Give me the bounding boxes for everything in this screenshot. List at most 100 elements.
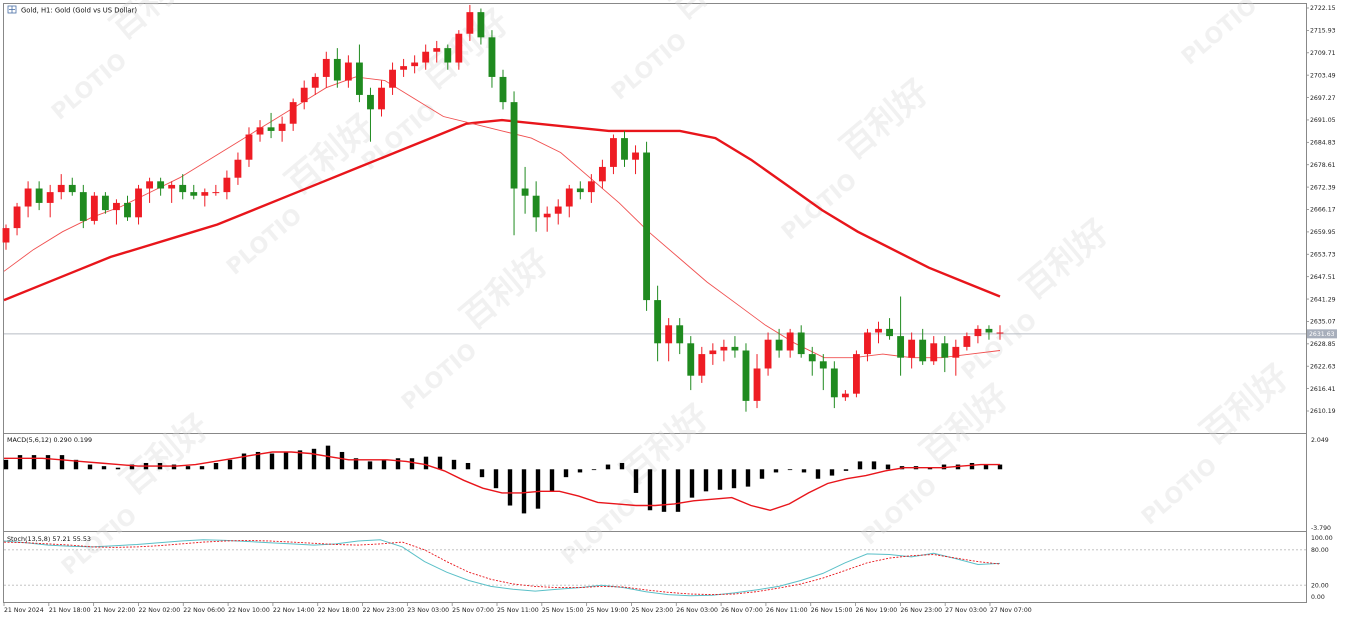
candle-body — [322, 58, 330, 77]
macd-pane: MACD(5,6,12) 0.290 0.199 2.049 -3.790 — [3, 436, 1331, 532]
candle — [521, 166, 529, 214]
candle — [101, 192, 109, 214]
price-tick-label: 2647.51 — [1310, 274, 1336, 281]
candle — [808, 346, 816, 376]
price-tick-label: 2610.19 — [1310, 408, 1336, 415]
candle-body — [466, 12, 474, 34]
candle-body — [234, 159, 242, 178]
candle-body — [13, 206, 21, 229]
candle — [963, 332, 971, 351]
price-tick-label: 2659.95 — [1310, 229, 1336, 236]
macd-bar — [997, 464, 1003, 470]
macd-bar — [885, 464, 891, 470]
price-axis: 2722.15 2715.93 2709.71 2703.49 2697.27 2691.… — [1306, 5, 1336, 415]
candle-body — [521, 188, 529, 196]
candle — [952, 339, 960, 376]
macd-bar — [843, 469, 849, 471]
candle — [146, 177, 154, 203]
candle-body — [554, 206, 562, 214]
candle — [841, 390, 849, 401]
macd-bar — [801, 469, 807, 473]
candle — [996, 325, 1004, 340]
candle — [322, 51, 330, 88]
candle-body — [433, 48, 441, 52]
macd-bar — [129, 464, 135, 470]
candle — [698, 346, 706, 383]
candle — [985, 325, 993, 340]
candle-body — [753, 368, 761, 401]
macd-bar — [227, 459, 233, 470]
candle-body — [411, 62, 419, 67]
candle-body — [24, 188, 32, 207]
candle-body — [698, 354, 706, 376]
time-tick-label: 26 Nov 03:00 — [676, 607, 718, 614]
macd-bar — [577, 469, 583, 473]
time-tick-label: 25 Nov 11:00 — [497, 607, 539, 614]
candle — [941, 336, 949, 373]
macd-bar — [325, 445, 331, 470]
macd-bar — [787, 469, 793, 471]
macd-bar — [927, 467, 933, 470]
macd-bar — [339, 451, 345, 470]
candle — [179, 174, 187, 200]
macd-bar — [745, 469, 751, 487]
candle — [245, 127, 253, 167]
macd-bar — [395, 458, 401, 470]
candle-body — [797, 332, 805, 355]
price-tick-label: 2722.15 — [1310, 5, 1336, 12]
candle-body — [908, 339, 916, 358]
time-tick-label: 22 Nov 02:00 — [138, 607, 180, 614]
candle-body — [985, 328, 993, 333]
macd-bar — [283, 451, 289, 470]
candle — [300, 80, 308, 110]
candle — [598, 159, 606, 189]
candle-body — [819, 361, 827, 369]
candle-body — [643, 152, 651, 301]
candle-body — [201, 192, 209, 196]
candle — [643, 141, 651, 311]
candle-body — [245, 134, 253, 160]
price-tick-label: 2622.63 — [1310, 363, 1336, 370]
price-tick-label: 2678.61 — [1310, 162, 1336, 169]
candle-body — [775, 339, 783, 351]
macd-bar — [703, 469, 709, 492]
time-tick-label: 25 Nov 19:00 — [587, 607, 629, 614]
candle — [753, 354, 761, 409]
macd-bar — [17, 455, 23, 470]
candle-body — [830, 368, 838, 398]
stoch-signal-line — [3, 539, 1001, 596]
candle — [532, 181, 540, 232]
macd-bar — [269, 453, 275, 470]
candle-body — [400, 66, 408, 70]
macd-bar — [619, 462, 625, 470]
candle-body — [742, 350, 750, 401]
candle — [201, 188, 209, 207]
candle — [79, 184, 87, 229]
stoch-main-line — [3, 539, 1001, 597]
macd-bar — [185, 466, 191, 470]
price-tick-label: 2691.05 — [1310, 117, 1336, 124]
candle-body — [157, 181, 165, 189]
candle-body — [654, 300, 662, 344]
candle-body — [2, 228, 10, 243]
time-tick-label: 21 Nov 22:00 — [94, 607, 136, 614]
candle — [278, 116, 286, 142]
candle-body — [146, 181, 154, 189]
time-tick-label: 27 Nov 07:00 — [990, 607, 1032, 614]
candle — [68, 177, 76, 196]
candle-body — [333, 58, 341, 81]
candle — [499, 69, 507, 110]
candle-body — [587, 181, 595, 193]
candle — [267, 112, 275, 139]
time-tick-label: 23 Nov 03:00 — [407, 607, 449, 614]
price-tick-label: 2653.73 — [1310, 251, 1336, 258]
candle — [852, 350, 860, 398]
candle — [124, 195, 131, 221]
candle — [400, 58, 408, 77]
stoch-tick-label: 100.00 — [1311, 535, 1333, 542]
macd-bar — [479, 469, 485, 478]
candle-body — [996, 332, 1004, 334]
price-tick-label: 2709.71 — [1310, 50, 1336, 57]
macd-bar — [773, 469, 779, 473]
